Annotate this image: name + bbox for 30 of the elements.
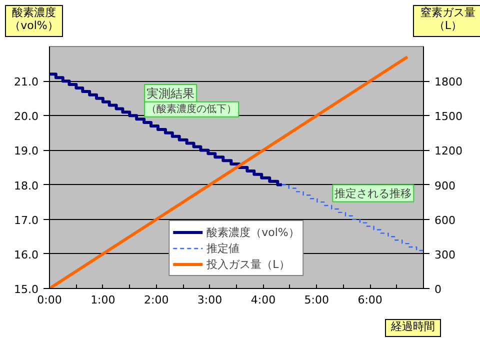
y-tick-label: 21.0: [14, 76, 39, 89]
y-tick-label: 18.0: [14, 179, 39, 192]
legend-label: 投入ガス量（L）: [206, 256, 290, 272]
y2-tick-label: 1500: [434, 110, 462, 124]
y2-tick-label: 300: [434, 248, 456, 262]
y-tick-label: 16.0: [14, 248, 39, 262]
annotation: （酸素濃度の低下）: [146, 102, 237, 115]
y2-tick-label: 600: [434, 214, 456, 227]
annotation: 推定される推移: [334, 186, 412, 200]
x-tick-label: 4:00: [250, 294, 276, 306]
y-tick-label: 17.0: [14, 214, 39, 227]
legend-label: 酸素濃度（vol%）: [206, 224, 300, 240]
x-tick-label: 0:00: [37, 294, 62, 306]
legend-label: 推定値: [206, 240, 240, 256]
y2-axis-title: 窒素ガス量（L）: [420, 6, 476, 32]
annotation: 実測結果: [146, 86, 195, 101]
y2-tick-label: 1800: [434, 76, 462, 89]
y2-tick-label: 900: [434, 179, 456, 192]
y2-tick-label: 0: [434, 283, 442, 296]
y-tick-label: 19.0: [14, 144, 39, 158]
y2-tick-label: 1200: [434, 144, 462, 158]
x-axis-title: 経過時間: [391, 320, 435, 334]
x-tick-label: 2:00: [144, 294, 169, 306]
x-tick-label: 5:00: [304, 294, 329, 306]
x-tick-label: 3:00: [197, 294, 222, 306]
x-tick-label: 1:00: [90, 294, 116, 306]
y-tick-label: 15.0: [14, 283, 39, 296]
y-axis-title: 酸素濃度（vol%）: [8, 6, 60, 32]
y-tick-label: 20.0: [14, 110, 39, 124]
x-tick-label: 6:00: [358, 294, 382, 306]
